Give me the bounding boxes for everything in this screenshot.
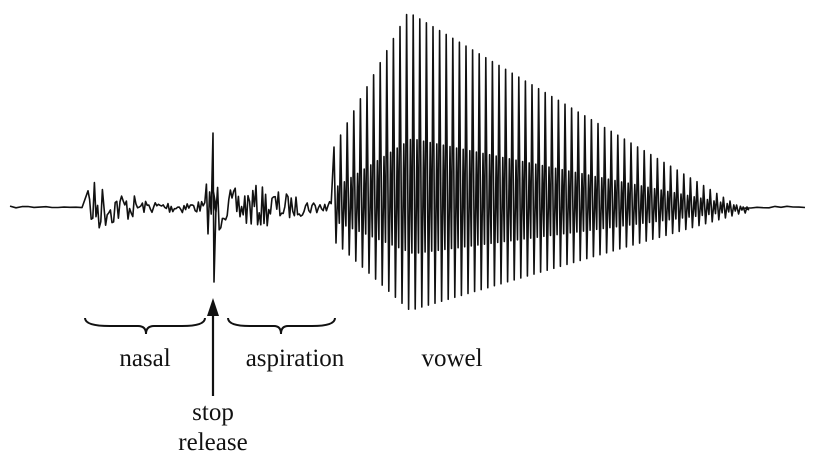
aspiration-label: aspiration <box>246 345 345 372</box>
vowel-label: vowel <box>421 345 482 372</box>
nasal-brace <box>84 317 206 335</box>
nasal-label: nasal <box>119 345 170 372</box>
release-label: release <box>178 429 247 456</box>
arrow-head <box>207 298 219 316</box>
stop-label: stop <box>192 399 234 426</box>
aspiration-brace <box>227 317 336 335</box>
waveform <box>9 13 806 310</box>
